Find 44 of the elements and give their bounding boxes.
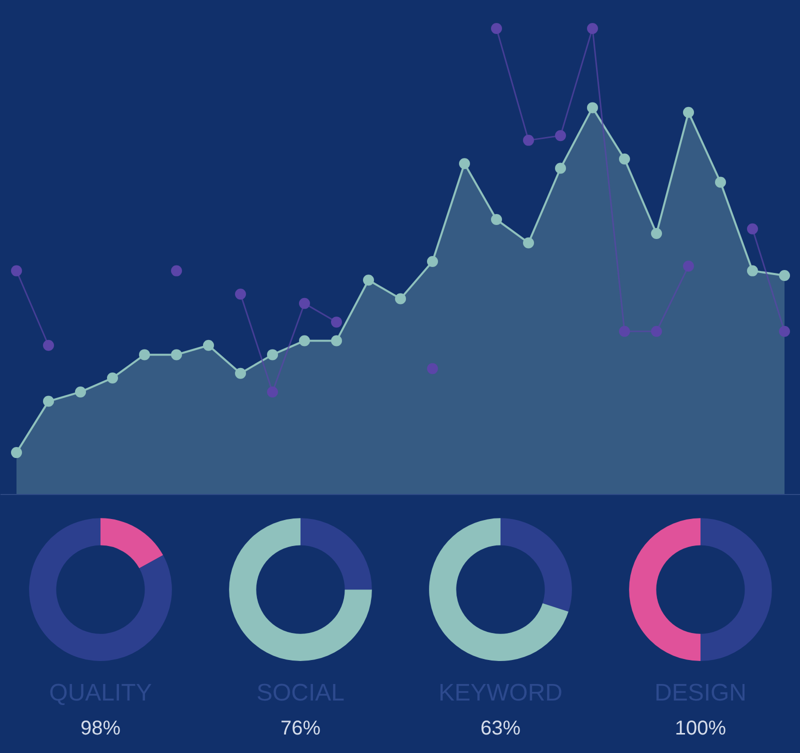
point	[555, 162, 566, 174]
point	[43, 340, 54, 351]
text: 76%	[280, 718, 321, 740]
point	[331, 316, 342, 328]
point	[107, 372, 118, 384]
point	[587, 102, 598, 114]
point	[235, 288, 246, 300]
text: 98%	[80, 718, 121, 740]
point	[747, 223, 758, 234]
point	[395, 293, 406, 304]
point	[779, 270, 790, 281]
point	[715, 176, 726, 188]
point	[11, 447, 22, 458]
point	[235, 368, 246, 379]
point	[683, 106, 694, 118]
point	[619, 153, 630, 164]
point	[459, 158, 470, 170]
point	[43, 396, 54, 407]
text: 63%	[480, 718, 521, 740]
point	[75, 386, 86, 398]
point	[491, 214, 502, 226]
text: 100%	[674, 718, 726, 740]
point	[651, 326, 662, 337]
point	[747, 265, 758, 276]
point	[331, 335, 342, 346]
point	[779, 326, 790, 337]
point	[555, 130, 566, 142]
point	[523, 134, 534, 146]
point	[523, 237, 534, 248]
point	[299, 298, 310, 309]
point	[267, 349, 278, 360]
point	[683, 260, 694, 272]
point	[11, 265, 22, 276]
point	[203, 340, 214, 351]
point	[427, 256, 438, 267]
point	[267, 386, 278, 398]
point	[363, 274, 374, 286]
point	[171, 349, 182, 360]
point	[651, 228, 662, 240]
point	[619, 326, 630, 337]
point	[491, 22, 502, 34]
point	[587, 22, 598, 34]
point	[427, 363, 438, 374]
point	[171, 265, 182, 276]
